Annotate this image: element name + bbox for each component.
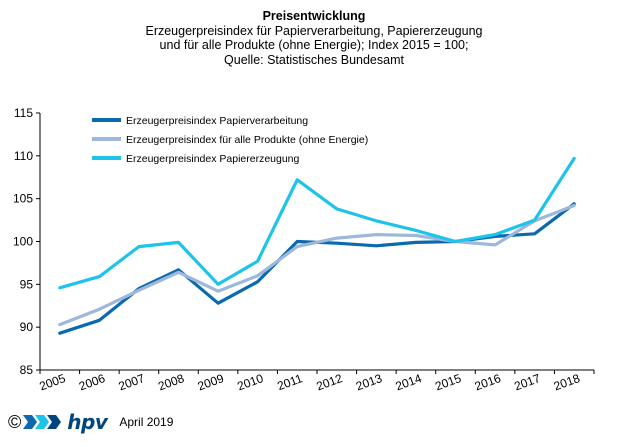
x-tick-label: 2013 [354, 371, 384, 393]
x-tick-label: 2007 [117, 371, 147, 393]
y-tick-label: 115 [14, 106, 33, 120]
hpv-logo: hpv [23, 410, 108, 434]
series-line-3 [58, 156, 576, 290]
x-tick-label: 2017 [512, 371, 542, 393]
chart-subtitle-line-3: Quelle: Statistisches Bundesamt [224, 52, 404, 67]
series-line-1 [58, 202, 576, 335]
x-tick-label: 2005 [37, 371, 67, 393]
y-tick-label: 90 [20, 320, 34, 334]
legend-label-3: Erzeugerpreisindex Papiererzeugung [126, 153, 300, 165]
chart-subtitle-line-2: und für alle Produkte (ohne Energie); In… [159, 38, 469, 52]
x-tick-label: 2014 [394, 371, 424, 393]
x-tick-label: 2012 [314, 371, 344, 393]
x-tick-label: 2009 [196, 371, 226, 393]
x-tick-label: 2016 [473, 371, 503, 393]
legend-label-1: Erzeugerpreisindex Papierverarbeitung [126, 115, 308, 127]
x-tick-label: 2006 [77, 371, 107, 393]
x-tick-label: 2010 [235, 371, 265, 393]
y-tick-label: 95 [20, 277, 34, 291]
y-tick-label: 110 [14, 149, 33, 163]
x-tick-label: 2011 [275, 371, 304, 393]
copyright-symbol: © [8, 411, 22, 432]
chart-title: Preisentwicklung [262, 9, 366, 23]
chart-subtitle-line-1: Erzeugerpreisindex für Papierverarbeitun… [145, 23, 483, 38]
x-tick-label: 2018 [552, 371, 582, 393]
y-tick-label: 100 [13, 235, 33, 249]
footer: © hpv April 2019 [8, 410, 173, 434]
chart-series [58, 156, 576, 335]
x-tick-label: 2015 [433, 371, 463, 393]
logo-arrows-icon [23, 415, 62, 429]
x-tick-label: 2008 [156, 371, 186, 393]
logo-text: hpv [67, 410, 108, 434]
y-tick-label: 85 [20, 363, 34, 377]
series-line-2 [58, 203, 576, 327]
legend-label-2: Erzeugerpreisindex für alle Produkte (oh… [126, 134, 368, 146]
chart-axes: 85 90 95 100 105 110 115 2005 2006 2007 2008 2009 20… [13, 106, 595, 393]
chart-legend: Erzeugerpreisindex Papierverarbeitung Erz… [92, 115, 368, 165]
price-chart: 85 90 95 100 105 110 115 2005 2006 2007 2008 2009 20… [13, 106, 595, 393]
footer-date: April 2019 [119, 415, 174, 429]
chart-titles: Preisentwicklung Erzeugerpreisindex für … [0, 9, 628, 67]
y-tick-label: 105 [13, 192, 33, 206]
